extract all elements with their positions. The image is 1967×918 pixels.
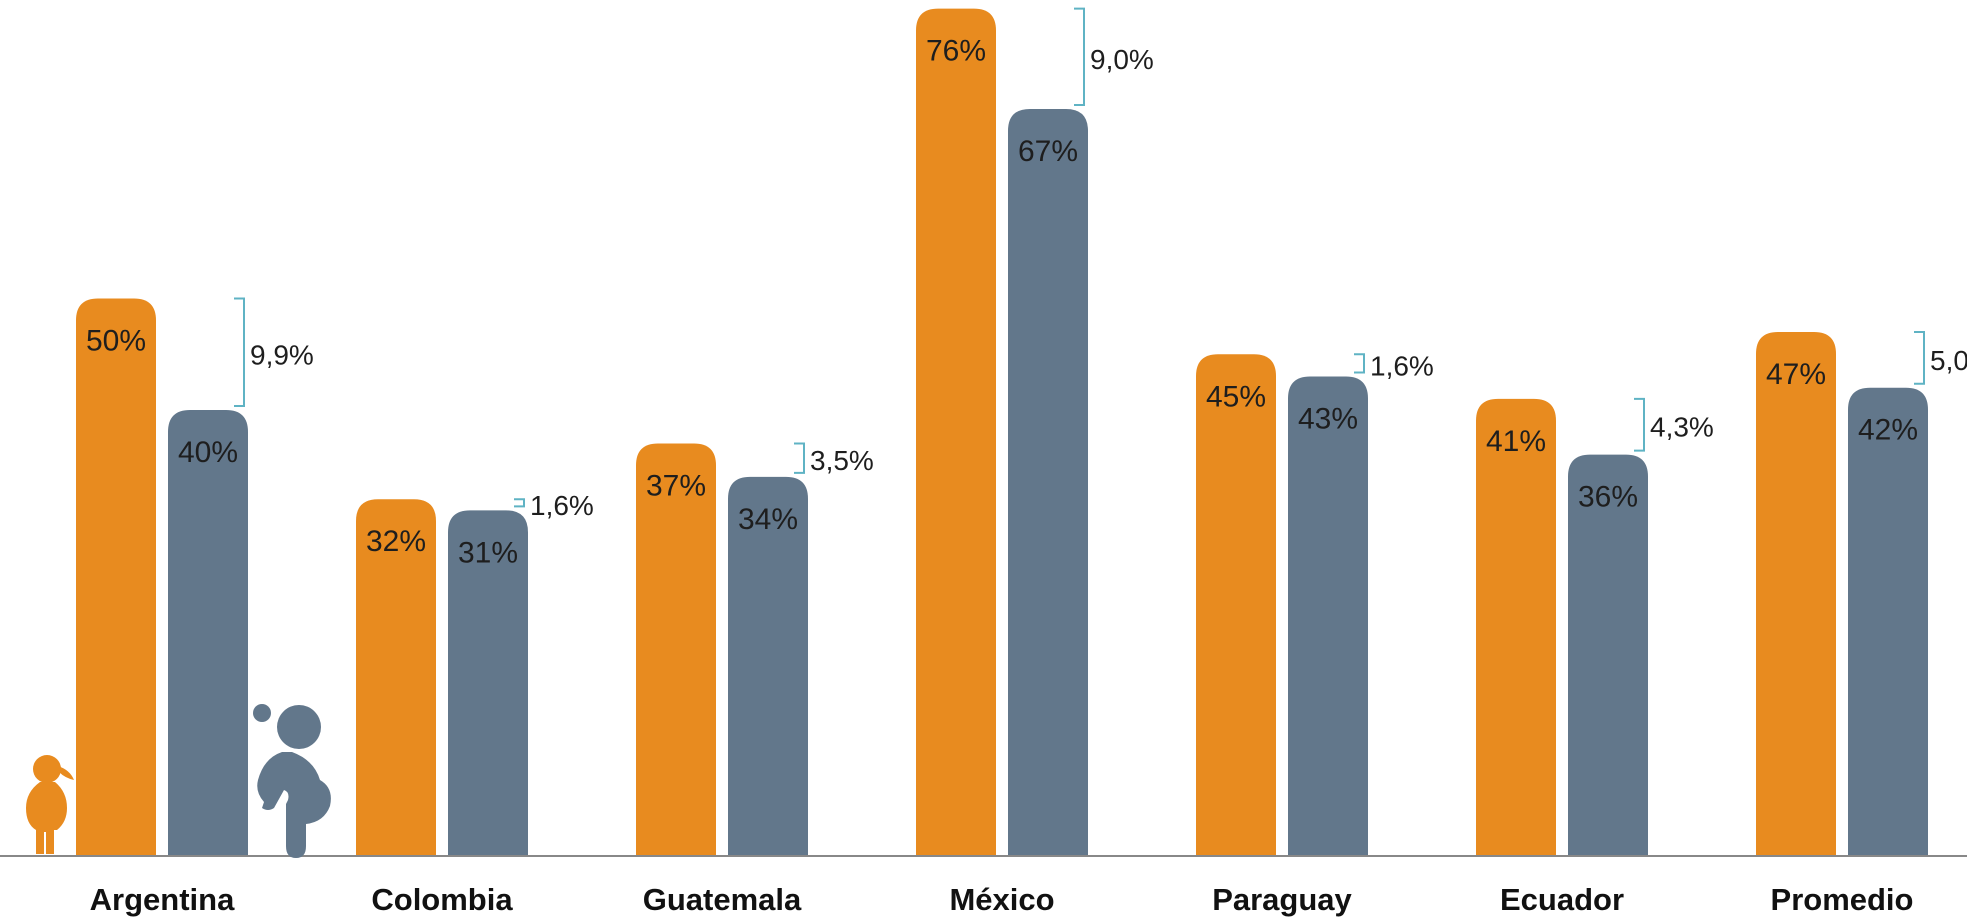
difference-bracket-4 <box>1354 353 1365 374</box>
bars-layer <box>76 8 1928 857</box>
difference-label-3: 9,0% <box>1090 44 1154 75</box>
bar-series-1-6 <box>1756 331 1836 856</box>
value-label-series-2-1: 31% <box>458 536 518 569</box>
labels-layer: 50% 40% 9,9% Argentina 32% 31% 1,6% Colombia 37%… <box>86 35 1967 917</box>
value-label-series-1-6: 47% <box>1766 358 1826 391</box>
value-label-series-1-2: 37% <box>646 469 706 502</box>
difference-bracket-1 <box>514 498 525 508</box>
value-label-series-2-0: 40% <box>178 436 238 469</box>
category-label-5: Ecuador <box>1500 882 1624 917</box>
bar-series-2-5 <box>1568 454 1648 856</box>
category-label-2: Guatemala <box>643 882 802 917</box>
category-label-6: Promedio <box>1771 882 1914 917</box>
category-label-3: México <box>949 882 1054 917</box>
difference-label-2: 3,5% <box>810 445 874 476</box>
difference-bracket-0 <box>234 297 245 407</box>
value-label-series-2-2: 34% <box>738 503 798 536</box>
bar-series-1-3 <box>916 8 996 857</box>
value-label-series-1-4: 45% <box>1206 380 1266 413</box>
value-label-series-1-1: 32% <box>366 525 426 558</box>
bar-series-2-4 <box>1288 376 1368 856</box>
bar-series-2-0 <box>168 410 248 856</box>
girl-icon <box>26 755 74 854</box>
difference-bracket-3 <box>1074 7 1085 106</box>
value-label-series-2-4: 43% <box>1298 403 1358 436</box>
category-label-1: Colombia <box>371 882 513 917</box>
bar-series-1-2 <box>636 443 716 856</box>
difference-bracket-5 <box>1634 397 1645 452</box>
difference-label-1: 1,6% <box>530 490 594 521</box>
bar-series-2-6 <box>1848 387 1928 856</box>
value-label-series-1-5: 41% <box>1486 425 1546 458</box>
value-label-series-1-0: 50% <box>86 325 146 358</box>
value-label-series-2-3: 67% <box>1018 135 1078 168</box>
difference-label-0: 9,9% <box>250 339 314 370</box>
bar-series-1-4 <box>1196 354 1276 856</box>
bar-series-2-1 <box>448 510 528 856</box>
bar-series-2-2 <box>728 476 808 856</box>
value-label-series-1-3: 76% <box>926 35 986 68</box>
difference-label-5: 4,3% <box>1650 412 1714 443</box>
pregnant-woman-icon <box>253 704 331 858</box>
bar-series-2-3 <box>1008 108 1088 856</box>
value-label-series-2-5: 36% <box>1578 481 1638 514</box>
difference-label-4: 1,6% <box>1370 350 1434 381</box>
difference-bracket-6 <box>1914 330 1925 385</box>
difference-label-6: 5,0% <box>1930 345 1967 376</box>
category-label-0: Argentina <box>90 882 235 917</box>
difference-bracket-2 <box>794 442 805 474</box>
value-label-series-2-6: 42% <box>1858 414 1918 447</box>
category-label-4: Paraguay <box>1212 882 1352 917</box>
bar-series-1-1 <box>356 499 436 856</box>
bar-series-1-5 <box>1476 398 1556 856</box>
difference-brackets-layer <box>234 7 1925 508</box>
bar-series-1-0 <box>76 298 156 856</box>
